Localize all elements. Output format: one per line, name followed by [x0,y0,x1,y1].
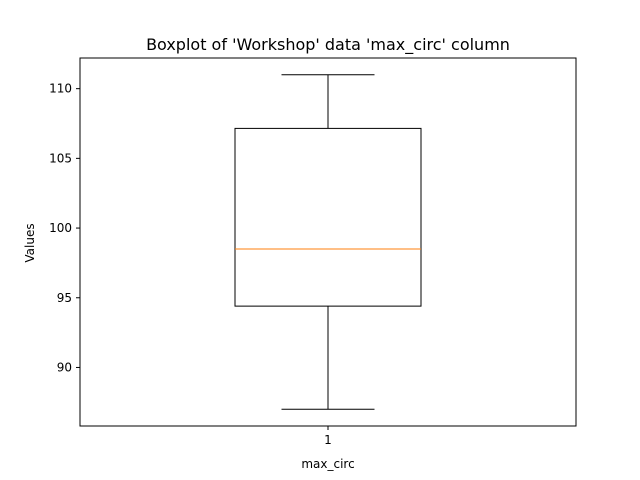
y-tick-label: 95 [57,291,72,305]
box-iqr [234,127,422,307]
y-tick-label: 90 [57,360,72,374]
chart-title: Boxplot of 'Workshop' data 'max_circ' co… [146,35,510,55]
y-axis-label: Values [23,223,37,262]
plot-area: 90 95 100 105 110 1 [49,57,577,447]
x-axis-label: max_circ [301,457,354,471]
y-tick-label: 100 [49,221,72,235]
y-tick-label: 105 [49,151,72,165]
y-tick-label: 110 [49,82,72,96]
x-tick-label: 1 [324,433,332,447]
